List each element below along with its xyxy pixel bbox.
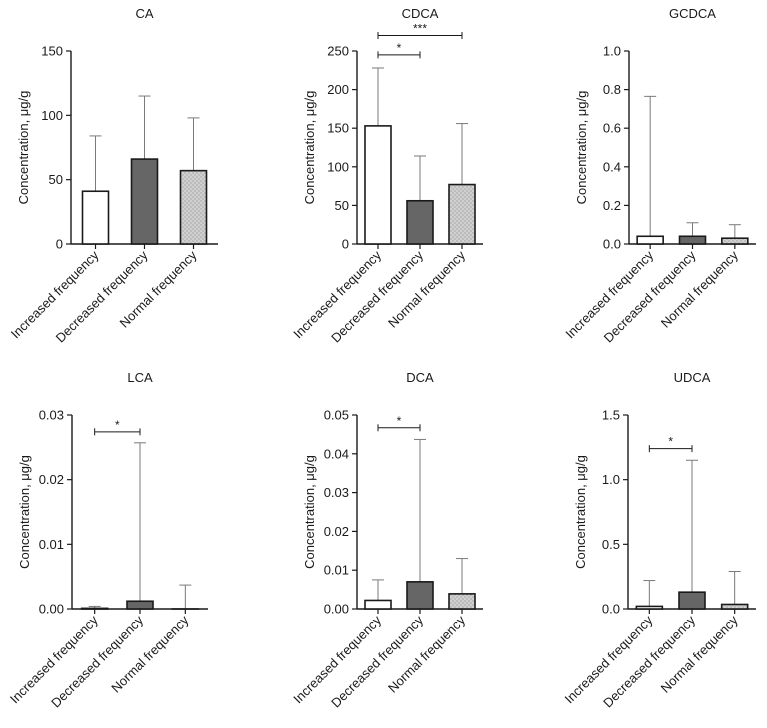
bar-increased: [364, 599, 392, 610]
y-tick-label: 50: [335, 198, 349, 213]
y-tick-label: 0: [56, 237, 63, 252]
chart-panel-dca: DCA Concentration, μg/g 0.00 0.01 0.02 0.03 0.…: [290, 370, 483, 711]
chart-panel-ca: CA Concentration, μg/g 0 50 100 150 Increased …: [8, 6, 218, 346]
significance-label: *: [397, 41, 402, 55]
y-tick-label: 1.5: [602, 408, 620, 423]
y-tick-label: 0.03: [39, 408, 64, 423]
chart-panel-gcdca: GCDCA Concentration, μg/g 0.0 0.2 0.4 0.6 0.8 1…: [562, 6, 756, 346]
y-axis-label: Concentration, μg/g: [302, 455, 317, 569]
x-tick-label-normal: Normal frequency: [658, 247, 742, 331]
x-tick-label-increased: Increased frequency: [7, 612, 101, 706]
bar-increased: [81, 190, 110, 245]
bar-decreased: [678, 591, 706, 610]
chart-title: CDCA: [402, 6, 439, 21]
y-axis-label: Concentration, μg/g: [302, 91, 317, 205]
y-axis-label: Concentration, μg/g: [17, 455, 32, 569]
y-tick-label: 200: [327, 82, 349, 97]
chart-panel-lca: LCA Concentration, μg/g 0.00 0.01 0.02 0.03 In…: [7, 370, 208, 711]
chart-title: CA: [135, 6, 153, 21]
bar-normal: [179, 169, 208, 245]
y-tick-label: 50: [49, 172, 63, 187]
x-tick-label-normal: Normal frequency: [385, 612, 469, 696]
chart-title: DCA: [406, 370, 434, 385]
bar-increased: [364, 125, 392, 245]
y-tick-label: 250: [327, 44, 349, 59]
y-tick-label: 100: [41, 108, 63, 123]
significance-label: *: [115, 418, 120, 432]
y-tick-label: 150: [41, 44, 63, 59]
bar-increased: [636, 235, 664, 245]
y-tick-label: 0.8: [603, 82, 621, 97]
x-tick-label-decreased: Decreased frequency: [53, 247, 151, 345]
y-tick-label: 0.01: [39, 537, 64, 552]
bar-normal: [721, 237, 749, 245]
y-tick-label: 100: [327, 159, 349, 174]
significance-label: *: [397, 414, 402, 428]
bar-decreased: [406, 581, 434, 610]
chart-title: GCDCA: [669, 6, 716, 21]
bar-normal: [720, 603, 749, 610]
y-tick-label: 1.0: [602, 472, 620, 487]
y-tick-label: 0.6: [603, 121, 621, 136]
y-tick-label: 0.01: [324, 563, 349, 578]
y-tick-label: 0.02: [39, 472, 64, 487]
bar-decreased: [406, 199, 434, 245]
y-axis-label: Concentration, μg/g: [16, 91, 31, 205]
y-tick-label: 0.05: [324, 408, 349, 423]
y-tick-label: 0.00: [324, 602, 349, 617]
y-tick-label: 1.0: [603, 44, 621, 59]
x-tick-label-normal: Normal frequency: [658, 612, 742, 696]
bar-increased: [80, 607, 109, 610]
significance-label: *: [668, 435, 673, 449]
y-tick-label: 0.04: [324, 446, 349, 461]
significance-label: ***: [413, 22, 427, 36]
y-tick-label: 0: [342, 237, 349, 252]
chart-title: UDCA: [674, 370, 711, 385]
y-tick-label: 0.0: [603, 237, 621, 252]
y-tick-label: 150: [327, 121, 349, 136]
x-tick-label-normal: Normal frequency: [108, 612, 192, 696]
x-tick-label-normal: Normal frequency: [385, 247, 469, 331]
y-tick-label: 0.5: [602, 537, 620, 552]
y-tick-label: 0.2: [603, 198, 621, 213]
bar-decreased: [678, 235, 707, 245]
y-tick-label: 0.0: [602, 602, 620, 617]
y-axis-label: Concentration, μg/g: [574, 91, 589, 205]
bar-increased: [635, 605, 664, 610]
bar-decreased: [126, 600, 154, 610]
bar-normal: [448, 593, 476, 610]
y-tick-label: 0.02: [324, 524, 349, 539]
y-tick-label: 0.03: [324, 485, 349, 500]
y-axis-label: Concentration, μg/g: [573, 455, 588, 569]
y-tick-label: 0.4: [603, 159, 621, 174]
bar-normal: [448, 183, 476, 245]
y-tick-label: 0.00: [39, 602, 64, 617]
x-tick-label-increased: Increased frequency: [8, 247, 102, 341]
bar-decreased: [130, 158, 159, 245]
chart-title: LCA: [127, 370, 153, 385]
